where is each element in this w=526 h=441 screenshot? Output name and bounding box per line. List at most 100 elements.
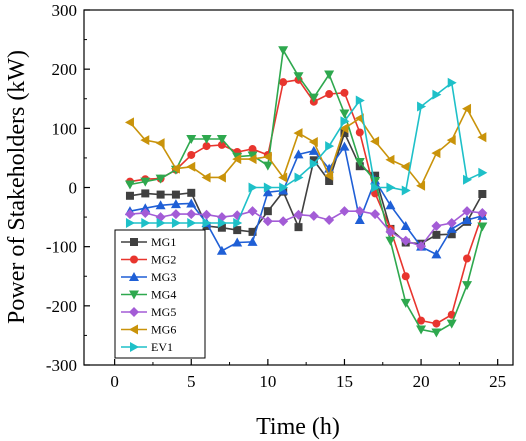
legend-marker-mg4 — [129, 290, 139, 300]
series-mg5 — [124, 206, 488, 252]
legend-marker-mg5 — [129, 307, 139, 317]
data-point-ev1 — [125, 218, 135, 228]
data-point-mg6 — [416, 180, 426, 191]
data-point-mg6 — [370, 136, 380, 147]
data-point-mg1 — [340, 129, 349, 138]
data-point-mg6 — [339, 123, 349, 134]
legend-marker-mg1 — [130, 238, 138, 246]
data-point-mg4 — [431, 328, 442, 338]
legend-label-mg6: MG6 — [151, 323, 176, 337]
data-point-mg3 — [216, 245, 227, 255]
data-point-mg5 — [278, 216, 289, 227]
legend-item-mg5: MG5 — [121, 305, 176, 319]
data-point-mg5 — [186, 209, 197, 220]
data-point-mg4 — [370, 176, 381, 186]
data-point-ev1 — [325, 141, 335, 152]
legend-label-mg5: MG5 — [151, 305, 176, 319]
data-point-mg4 — [339, 109, 350, 119]
data-point-mg4 — [186, 134, 197, 144]
data-point-mg4 — [308, 93, 319, 103]
data-point-mg3 — [293, 149, 304, 159]
data-point-mg3 — [140, 203, 151, 213]
legend-marker-mg3 — [129, 272, 139, 281]
data-point-mg2 — [417, 316, 426, 325]
data-point-mg4 — [400, 298, 411, 308]
data-point-mg5 — [446, 218, 457, 228]
data-point-ev1 — [263, 182, 273, 193]
legend-marker-mg2 — [130, 255, 138, 264]
data-point-mg5 — [354, 206, 365, 217]
data-point-mg2 — [187, 150, 196, 159]
data-point-mg4 — [293, 72, 304, 82]
data-point-mg5 — [140, 207, 151, 218]
data-point-mg6 — [170, 163, 180, 174]
data-point-ev1 — [401, 185, 411, 196]
data-point-mg6 — [140, 135, 150, 146]
data-point-mg1 — [125, 191, 134, 200]
data-point-mg4 — [262, 161, 273, 171]
data-point-mg6 — [431, 148, 441, 159]
data-point-mg1 — [233, 226, 242, 235]
legend: MG1 MG2 MG3 MG4 MG5 MG6 EV1 — [114, 229, 206, 359]
data-point-ev1 — [463, 174, 473, 185]
axis-tick-labels: 0 5 10 15 20 25 -300 -200 -100 0 100 200 300 — [46, 1, 506, 391]
data-point-ev1 — [478, 167, 488, 178]
legend-item-mg6: MG6 — [121, 323, 176, 337]
data-point-mg5 — [416, 241, 427, 252]
data-point-mg6 — [201, 172, 211, 183]
data-point-ev1 — [187, 218, 197, 228]
data-point-mg1 — [432, 230, 441, 239]
data-point-mg2 — [463, 254, 472, 263]
legend-item-mg3: MG3 — [121, 270, 176, 284]
data-point-mg6 — [293, 128, 303, 139]
data-point-mg2 — [202, 142, 211, 151]
data-point-mg6 — [354, 113, 364, 124]
data-point-mg1 — [187, 188, 196, 197]
y-axis-title: Power of Stakeholders (kW) — [4, 50, 30, 324]
data-point-mg3 — [462, 215, 473, 225]
data-point-mg6 — [308, 136, 318, 147]
data-point-ev1 — [294, 172, 304, 183]
data-point-mg6 — [385, 154, 395, 165]
data-point-mg6 — [278, 172, 288, 183]
data-point-mg1 — [217, 223, 226, 232]
data-point-mg5 — [124, 209, 135, 220]
x-tick-label: 5 — [187, 372, 196, 391]
data-point-mg5 — [477, 207, 488, 218]
data-point-mg4 — [354, 158, 365, 168]
data-point-mg5 — [247, 206, 258, 217]
x-tick-label: 0 — [110, 372, 119, 391]
data-point-ev1 — [217, 218, 227, 228]
data-point-mg3 — [308, 145, 319, 155]
data-point-ev1 — [355, 95, 365, 106]
data-point-mg5 — [431, 220, 442, 231]
data-point-mg4 — [462, 281, 473, 291]
data-point-mg3 — [155, 200, 166, 210]
data-point-ev1 — [248, 182, 258, 193]
data-point-ev1 — [340, 116, 350, 127]
data-point-mg1 — [263, 207, 272, 216]
data-point-mg3 — [262, 187, 273, 197]
legend-label-mg3: MG3 — [151, 270, 176, 284]
data-point-mg3 — [170, 199, 181, 209]
data-point-ev1 — [171, 218, 181, 228]
data-point-mg1 — [294, 223, 303, 232]
series-layer — [124, 46, 488, 338]
data-point-ev1 — [279, 182, 289, 193]
data-point-mg1 — [309, 156, 318, 165]
data-point-mg4 — [416, 325, 427, 335]
data-point-mg2 — [340, 88, 349, 97]
legend-label-mg1: MG1 — [151, 235, 176, 249]
data-point-mg5 — [370, 209, 381, 220]
legend-label-ev1: EV1 — [151, 340, 173, 354]
data-point-mg5 — [293, 209, 304, 220]
data-point-mg5 — [308, 210, 319, 221]
data-point-mg4 — [247, 151, 258, 161]
data-point-mg2 — [355, 128, 364, 137]
data-point-mg5 — [462, 206, 473, 217]
y-tick-label: -100 — [46, 238, 77, 257]
data-point-ev1 — [141, 218, 151, 228]
legend-item-mg1: MG1 — [121, 235, 176, 249]
data-point-mg5 — [324, 215, 335, 226]
data-point-ev1 — [417, 101, 427, 112]
